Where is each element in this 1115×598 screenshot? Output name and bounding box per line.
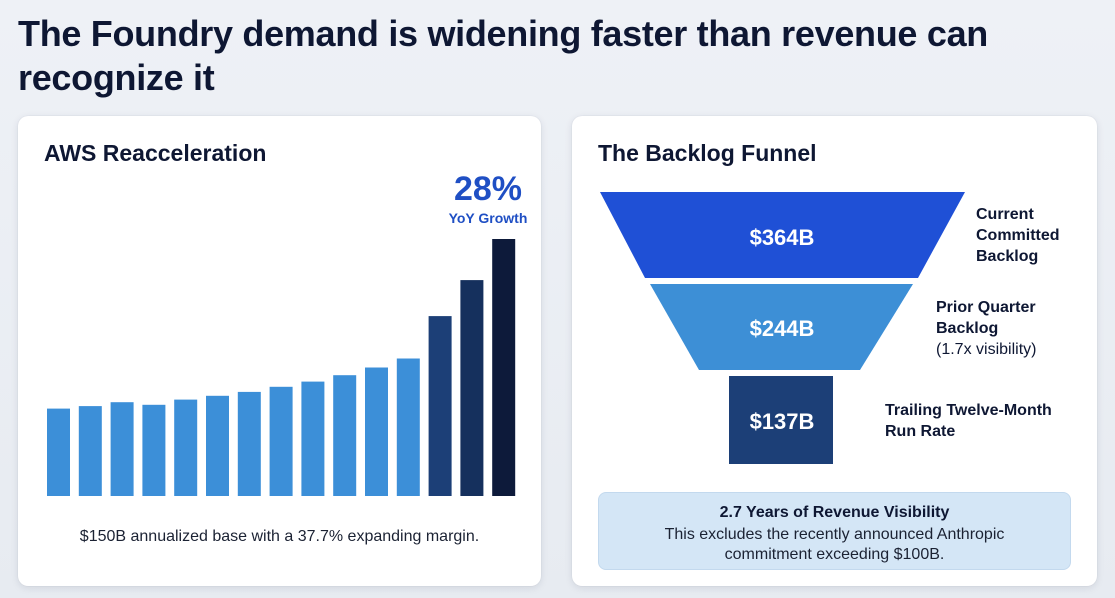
aws-bar-15 [492,239,516,496]
aws-bar-6 [206,395,229,496]
funnel-label-prior: Prior Quarter Backlog (1.7x visibility) [936,297,1086,360]
page-title: The Foundry demand is widening faster th… [18,13,988,98]
aws-card-title: AWS Reacceleration [44,140,267,166]
funnel-label-ttm-text: Trailing Twelve-Month Run Rate [885,402,1052,440]
funnel-value-3: $137B [750,409,815,434]
funnel-label-ttm: Trailing Twelve-Month Run Rate [885,400,1085,442]
growth-value: 28% [453,170,523,208]
visibility-box: 2.7 Years of Revenue Visibility This exc… [598,492,1071,570]
aws-bar-14 [460,280,484,496]
funnel-label-current-text: Current Committed Backlog [976,206,1060,265]
aws-footnote: $150B annualized base with a 37.7% expan… [79,528,480,545]
funnel-label-prior-sub: (1.7x visibility) [936,341,1037,358]
aws-bar-9 [301,381,325,496]
funnel-value-2: $244B [750,316,815,341]
aws-bar-2 [78,406,102,496]
visibility-desc: This excludes the recently announced Ant… [664,526,1005,563]
funnel-tier-1 [600,192,965,278]
aws-bar-1 [47,408,70,496]
aws-bar-8 [269,386,293,496]
aws-bar-7 [237,391,261,496]
growth-label: YoY Growth [448,210,528,226]
aws-bar-3 [110,402,134,496]
aws-bar-12 [396,358,420,496]
aws-bar-4 [142,404,166,496]
aws-bar-chart [47,239,516,496]
aws-bar-5 [174,399,198,496]
backlog-card: The Backlog Funnel $364B $244B $137B Curre… [572,116,1097,586]
backlog-card-title: The Backlog Funnel [598,140,817,166]
aws-bar-10 [333,375,357,496]
funnel-label-prior-text: Prior Quarter Backlog [936,299,1036,337]
funnel-tier-2 [650,284,913,370]
aws-bar-13 [428,316,452,496]
visibility-title: 2.7 Years of Revenue Visibility [719,504,950,521]
funnel-label-current: Current Committed Backlog [976,204,1096,267]
backlog-funnel: $364B $244B $137B [600,192,965,464]
aws-card: AWS Reacceleration 28% YoY Growth $150B … [18,116,541,586]
funnel-tier-3 [729,376,833,464]
funnel-value-1: $364B [750,225,815,250]
aws-bar-11 [365,367,388,496]
